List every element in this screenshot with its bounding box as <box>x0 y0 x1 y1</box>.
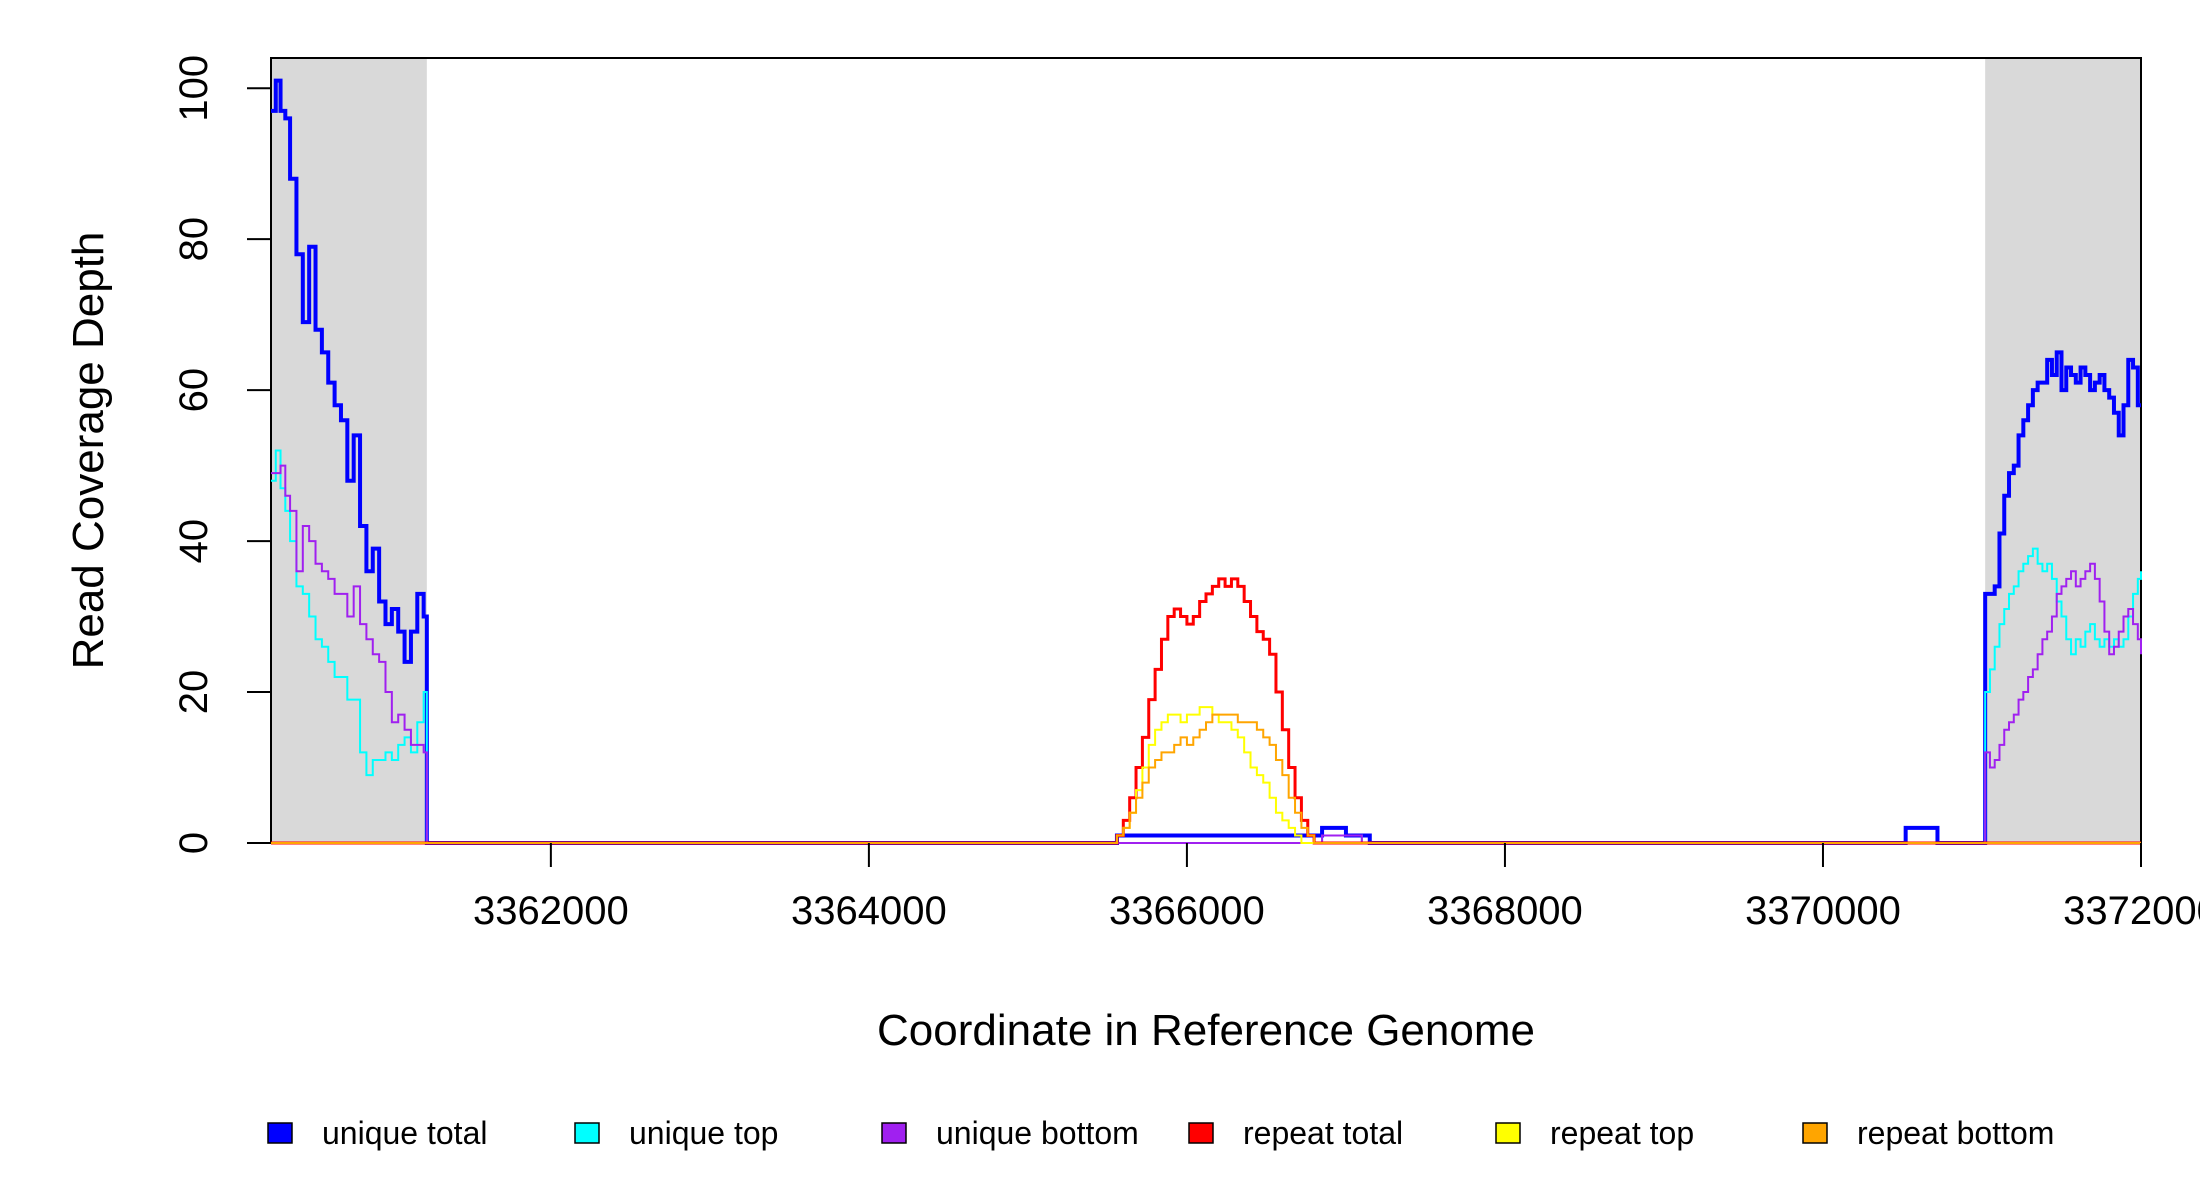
x-tick-label-3370000: 3370000 <box>1745 889 1901 933</box>
y-tick-label-40: 40 <box>172 519 216 564</box>
legend-swatch-repeat-bottom <box>1802 1122 1828 1144</box>
legend-swatch-unique-bottom <box>881 1122 907 1144</box>
series-line-repeat-bottom <box>271 713 2141 844</box>
series-line-repeat-total <box>271 577 2141 845</box>
x-tick-label-3362000: 3362000 <box>473 889 629 933</box>
y-tick-label-80: 80 <box>172 217 216 262</box>
x-axis: 3362000 3364000 3366000 3368000 3370000 33720… <box>473 843 2200 933</box>
legend-label-unique-total: unique total <box>322 1115 487 1151</box>
legend-swatch-unique-total <box>267 1122 293 1144</box>
y-axis: 0 20 40 60 80 100 <box>172 55 271 854</box>
x-tick-label-3364000: 3364000 <box>791 889 947 933</box>
legend-label-repeat-bottom: repeat bottom <box>1857 1115 2054 1151</box>
series-line-unique-top <box>271 449 2142 844</box>
legend-swatch-unique-top <box>574 1122 600 1144</box>
y-tick-label-20: 20 <box>172 670 216 715</box>
series-line-unique-bottom <box>271 464 2142 844</box>
legend-swatch-repeat-top <box>1495 1122 1521 1144</box>
y-axis-title: Read Coverage Depth <box>64 232 113 670</box>
x-tick-label-3366000: 3366000 <box>1109 889 1265 933</box>
x-axis-title: Coordinate in Reference Genome <box>877 1006 1535 1055</box>
legend-label-unique-top: unique top <box>629 1115 778 1151</box>
legend-label-repeat-top: repeat top <box>1550 1115 1694 1151</box>
y-tick-label-100: 100 <box>172 55 216 122</box>
legend-label-repeat-total: repeat total <box>1243 1115 1403 1151</box>
y-tick-label-60: 60 <box>172 368 216 413</box>
x-tick-label-3368000: 3368000 <box>1427 889 1583 933</box>
series-line-unique-total <box>271 78 2141 845</box>
y-tick-label-0: 0 <box>172 832 216 854</box>
legend-label-unique-bottom: unique bottom <box>936 1115 1139 1151</box>
legend: unique total unique top unique bottom repea… <box>267 1115 2054 1151</box>
series-lines <box>271 78 2142 845</box>
legend-swatch-repeat-total <box>1188 1122 1214 1144</box>
shaded-regions <box>271 58 2141 843</box>
shaded-region-2 <box>1985 58 2141 843</box>
